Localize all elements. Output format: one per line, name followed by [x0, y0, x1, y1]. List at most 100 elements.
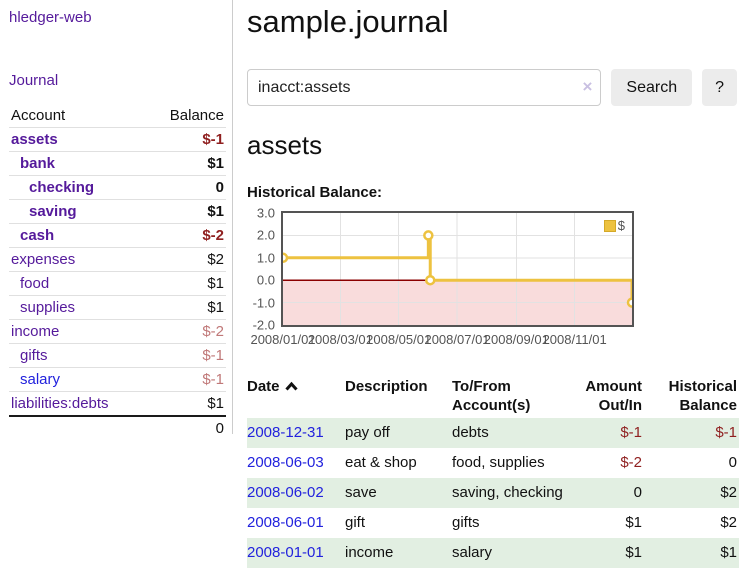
account-heading: assets [247, 130, 323, 160]
transaction-balance: 0 [728, 454, 737, 471]
sidebar-account-link[interactable]: saving [29, 203, 77, 220]
search-input[interactable] [247, 69, 602, 106]
column-header-balance[interactable]: Historical Balance [652, 374, 739, 418]
chart-x-axis-label: 2008/09/01 [483, 332, 549, 347]
transaction-date-link[interactable]: 2008-01-01 [247, 544, 324, 561]
accounts-total-value: 0 [146, 415, 226, 440]
accounts-header-account: Account [11, 107, 66, 124]
account-row: gifts $-1 [9, 343, 226, 368]
transaction-balance: $2 [720, 514, 737, 531]
account-row: checking 0 [9, 175, 226, 200]
column-header-label: Balance [679, 397, 737, 414]
transaction-amount: $1 [625, 544, 642, 561]
sidebar-account-link[interactable]: assets [11, 131, 58, 148]
sidebar-account-link[interactable]: bank [20, 155, 56, 172]
chart-y-axis-label: -1.0 [252, 295, 275, 311]
chart-x-axis-label: 2008/07/01 [424, 332, 490, 347]
column-header-label: Description [345, 378, 428, 395]
column-header-label: Amount [585, 378, 642, 395]
transaction-description: save [345, 484, 377, 501]
chart-title: Historical Balance: [247, 184, 383, 201]
main-content: sample.journal × Search ? assets Histori… [233, 0, 742, 568]
search-input-wrapper: × [247, 69, 602, 106]
transaction-amount: 0 [633, 484, 642, 501]
column-header-label: Out/In [598, 397, 642, 414]
register-body: 2008-12-31 pay off debts $-1 $-1 2008-06-03 ea… [247, 418, 739, 568]
account-balance: $1 [146, 151, 226, 176]
accounts-header-row: Account Balance [9, 104, 226, 128]
account-balance: $1 [146, 199, 226, 224]
transaction-row[interactable]: 2008-12-31 pay off debts $-1 $-1 [247, 418, 739, 448]
app-title-link[interactable]: hledger-web [9, 9, 92, 26]
column-header-date[interactable]: Date [247, 374, 345, 418]
clear-search-icon[interactable]: × [582, 77, 593, 96]
sidebar-account-link[interactable]: gifts [20, 347, 48, 364]
sidebar: hledger-web Journal Account Balance asse… [0, 0, 233, 440]
help-button[interactable]: ? [702, 69, 737, 106]
page-title: sample.journal [247, 4, 449, 39]
transaction-row[interactable]: 2008-06-01 gift gifts $1 $2 [247, 508, 739, 538]
transaction-amount: $1 [625, 514, 642, 531]
chart-y-axis-label: -2.0 [252, 317, 275, 333]
accounts-table: Account Balance assets $-1 bank $1 checking 0… [9, 104, 226, 440]
sidebar-account-link[interactable]: checking [29, 179, 95, 196]
account-balance: $-1 [146, 343, 226, 368]
sidebar-account-link[interactable]: expenses [11, 251, 76, 268]
account-balance: $1 [146, 271, 226, 296]
account-row: cash $-2 [9, 223, 226, 248]
account-balance: $2 [146, 247, 226, 272]
account-row: bank $1 [9, 151, 226, 176]
sidebar-account-link[interactable]: liabilities:debts [11, 395, 109, 412]
column-header-amount[interactable]: Amount Out/In [582, 374, 652, 418]
transaction-row[interactable]: 2008-06-02 save saving, checking 0 $2 [247, 478, 739, 508]
transaction-date-link[interactable]: 2008-06-01 [247, 514, 324, 531]
transaction-description: pay off [345, 424, 390, 441]
search-button[interactable]: Search [611, 69, 693, 106]
transaction-date-link[interactable]: 2008-12-31 [247, 424, 324, 441]
column-header-description[interactable]: Description [345, 374, 452, 418]
chart-x-axis-label: 2008/01/01 [250, 332, 316, 347]
accounts-header-balance: Balance [169, 107, 224, 124]
column-header-label: Historical [668, 378, 737, 395]
transaction-accounts: gifts [452, 514, 480, 531]
account-row: liabilities:debts $1 [9, 391, 226, 416]
sidebar-account-link[interactable]: food [20, 275, 50, 292]
account-row: food $1 [9, 271, 226, 296]
legend-swatch-icon [603, 219, 616, 232]
account-row: salary $-1 [9, 367, 226, 392]
account-balance: $1 [146, 295, 226, 320]
sidebar-account-link[interactable]: supplies [20, 299, 76, 316]
sidebar-account-link[interactable]: income [11, 323, 60, 340]
sidebar-account-link[interactable]: cash [20, 227, 55, 244]
transaction-accounts: food, supplies [452, 454, 545, 471]
transaction-accounts: debts [452, 424, 489, 441]
transaction-accounts: saving, checking [452, 484, 563, 501]
account-balance: $-2 [146, 319, 226, 344]
transaction-amount: $-1 [620, 424, 642, 441]
account-row: assets $-1 [9, 127, 226, 152]
transaction-date-link[interactable]: 2008-06-03 [247, 454, 324, 471]
chart-plot-area[interactable]: $ [281, 211, 634, 327]
account-balance: $-2 [146, 223, 226, 248]
accounts-body: assets $-1 bank $1 checking 0 saving $1 cash $-2 e… [9, 127, 226, 440]
transaction-balance: $-1 [715, 424, 737, 441]
legend-label: $ [617, 218, 625, 233]
column-header-accounts[interactable]: To/From Account(s) [452, 374, 582, 418]
column-header-label: To/From [452, 378, 511, 395]
account-row: supplies $1 [9, 295, 226, 320]
column-header-label: Date [247, 378, 280, 395]
transaction-row[interactable]: 2008-06-03 eat & shop food, supplies $-2 0 [247, 448, 739, 478]
search-form: × Search ? [247, 69, 737, 106]
chart-x-axis-label: 2008/03/01 [307, 332, 373, 347]
chart-canvas [283, 213, 632, 325]
transaction-balance: $1 [720, 544, 737, 561]
transaction-description: income [345, 544, 394, 561]
sort-ascending-icon [284, 381, 298, 391]
sidebar-account-link[interactable]: salary [20, 371, 61, 388]
accounts-total-row: 0 [9, 415, 226, 440]
transaction-row[interactable]: 2008-01-01 income salary $1 $1 [247, 538, 739, 568]
sidebar-item-journal[interactable]: Journal [9, 72, 59, 89]
account-row: expenses $2 [9, 247, 226, 272]
transaction-date-link[interactable]: 2008-06-02 [247, 484, 324, 501]
